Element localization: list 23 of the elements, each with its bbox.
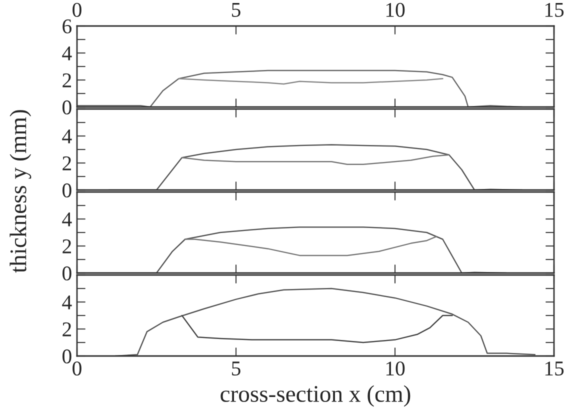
x-axis-title: cross-section x (cm) xyxy=(220,385,410,407)
x2-tick-label: 15 xyxy=(545,2,564,17)
x-tick-label: 5 xyxy=(232,362,240,376)
y-axis-title: thickness y (mm) xyxy=(10,110,32,273)
y-tick-label: 0 xyxy=(62,183,72,198)
y-tick-label: 2 xyxy=(62,156,71,170)
y-tick-label: 4 xyxy=(62,130,72,144)
y-tick-label: 6 xyxy=(62,19,72,34)
x2-tick-label: 0 xyxy=(72,2,82,17)
y-tick-label: 0 xyxy=(62,349,72,364)
y-tick-label: 2 xyxy=(62,73,71,88)
y-tick-label: 4 xyxy=(62,212,72,226)
y-tick-label: 2 xyxy=(62,322,71,336)
y-tick-label: 0 xyxy=(62,266,72,280)
x-tick-label: 0 xyxy=(72,361,82,376)
x-tick-label: 15 xyxy=(545,362,564,376)
y-tick-label: 2 xyxy=(62,239,71,254)
y-tick-label: 4 xyxy=(62,46,72,60)
y-tick-label: 0 xyxy=(62,100,72,114)
y-tick-label: 4 xyxy=(62,296,72,310)
x-tick-label: 10 xyxy=(386,361,405,376)
x2-tick-label: 5 xyxy=(232,3,240,17)
x2-tick-label: 10 xyxy=(386,2,405,17)
